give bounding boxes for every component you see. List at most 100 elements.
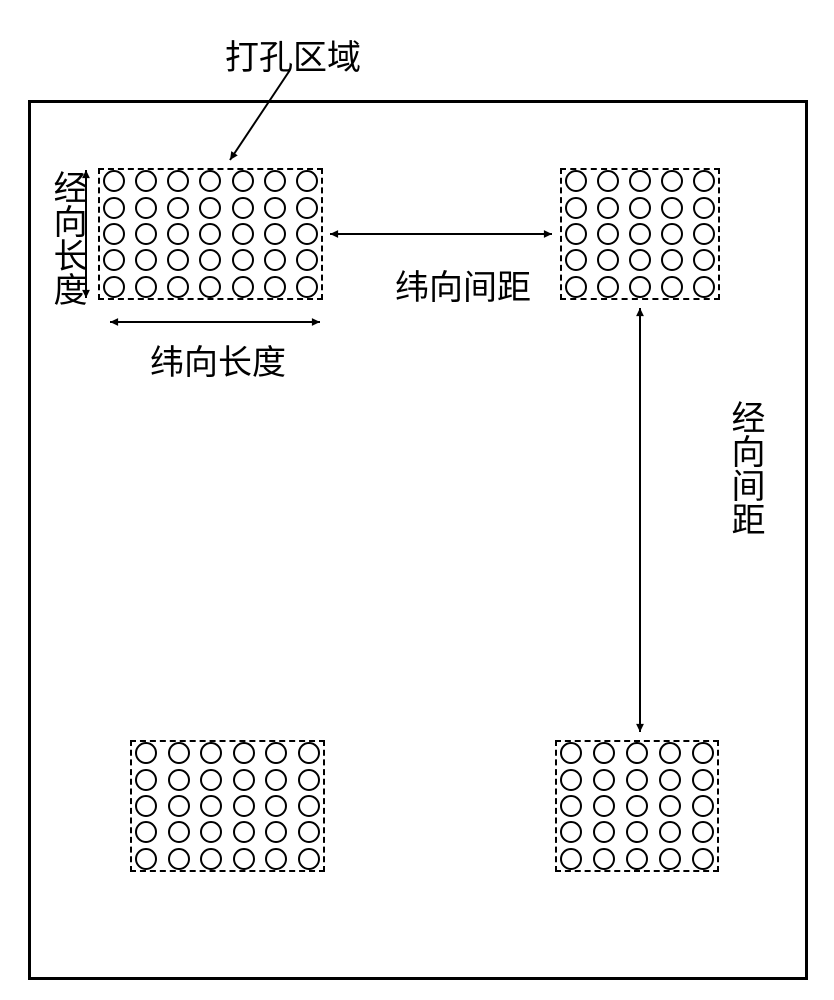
- hole-icon: [232, 197, 254, 219]
- perforation-zone: [560, 168, 720, 300]
- hole-icon: [659, 769, 681, 791]
- diagram-canvas: 打孔区域 经向长度 纬向长度 纬向间距 经向间距: [0, 0, 834, 1000]
- hole-icon: [199, 170, 221, 192]
- hole-icon: [560, 742, 582, 764]
- hole-icon: [593, 742, 615, 764]
- hole-icon: [296, 197, 318, 219]
- hole-icon: [232, 223, 254, 245]
- hole-icon: [135, 742, 157, 764]
- hole-icon: [659, 821, 681, 843]
- hole-icon: [135, 276, 157, 298]
- hole-icon: [626, 742, 648, 764]
- hole-icon: [298, 795, 320, 817]
- hole-icon: [692, 742, 714, 764]
- hole-icon: [661, 276, 683, 298]
- hole-icon: [629, 197, 651, 219]
- perforation-zone: [130, 740, 325, 872]
- hole-icon: [565, 197, 587, 219]
- hole-icon: [168, 742, 190, 764]
- hole-icon: [199, 223, 221, 245]
- hole-icon: [597, 170, 619, 192]
- hole-icon: [265, 848, 287, 870]
- hole-icon: [626, 795, 648, 817]
- hole-icon: [168, 769, 190, 791]
- hole-grid: [555, 740, 719, 872]
- hole-icon: [692, 821, 714, 843]
- weft-length-label: 纬向长度: [150, 335, 286, 384]
- hole-icon: [597, 197, 619, 219]
- hole-icon: [167, 276, 189, 298]
- hole-icon: [200, 821, 222, 843]
- hole-icon: [233, 821, 255, 843]
- hole-icon: [629, 170, 651, 192]
- hole-icon: [298, 742, 320, 764]
- hole-icon: [167, 249, 189, 271]
- hole-icon: [626, 848, 648, 870]
- hole-grid: [560, 168, 720, 300]
- hole-icon: [296, 170, 318, 192]
- hole-icon: [135, 197, 157, 219]
- hole-icon: [597, 223, 619, 245]
- hole-icon: [103, 276, 125, 298]
- hole-grid: [130, 740, 325, 872]
- hole-icon: [264, 223, 286, 245]
- hole-icon: [200, 742, 222, 764]
- hole-icon: [265, 742, 287, 764]
- hole-icon: [659, 848, 681, 870]
- hole-icon: [693, 223, 715, 245]
- title-label: 打孔区域: [225, 30, 361, 79]
- hole-icon: [167, 223, 189, 245]
- hole-icon: [629, 249, 651, 271]
- hole-icon: [661, 223, 683, 245]
- hole-icon: [626, 821, 648, 843]
- hole-icon: [659, 795, 681, 817]
- hole-icon: [626, 769, 648, 791]
- hole-icon: [593, 769, 615, 791]
- hole-icon: [560, 821, 582, 843]
- hole-icon: [692, 848, 714, 870]
- hole-icon: [565, 249, 587, 271]
- hole-icon: [560, 769, 582, 791]
- hole-icon: [135, 249, 157, 271]
- hole-icon: [103, 223, 125, 245]
- hole-icon: [693, 170, 715, 192]
- warp-length-label: 经向长度: [42, 170, 91, 306]
- hole-icon: [298, 769, 320, 791]
- hole-icon: [661, 197, 683, 219]
- hole-icon: [135, 170, 157, 192]
- hole-icon: [693, 197, 715, 219]
- hole-icon: [629, 276, 651, 298]
- hole-icon: [298, 848, 320, 870]
- hole-grid: [98, 168, 323, 300]
- hole-icon: [135, 795, 157, 817]
- hole-icon: [264, 197, 286, 219]
- hole-icon: [265, 795, 287, 817]
- hole-icon: [233, 848, 255, 870]
- perforation-zone: [555, 740, 719, 872]
- hole-icon: [135, 769, 157, 791]
- hole-icon: [232, 170, 254, 192]
- hole-icon: [296, 223, 318, 245]
- hole-icon: [565, 223, 587, 245]
- hole-icon: [135, 821, 157, 843]
- hole-icon: [693, 249, 715, 271]
- hole-icon: [593, 795, 615, 817]
- hole-icon: [265, 821, 287, 843]
- hole-icon: [593, 848, 615, 870]
- hole-icon: [692, 795, 714, 817]
- hole-icon: [103, 249, 125, 271]
- hole-icon: [167, 197, 189, 219]
- hole-icon: [593, 821, 615, 843]
- hole-icon: [135, 848, 157, 870]
- hole-icon: [298, 821, 320, 843]
- hole-icon: [232, 249, 254, 271]
- hole-icon: [168, 848, 190, 870]
- hole-icon: [560, 795, 582, 817]
- hole-icon: [199, 249, 221, 271]
- hole-icon: [168, 821, 190, 843]
- hole-icon: [103, 197, 125, 219]
- warp-spacing-label: 经向间距: [720, 400, 769, 536]
- hole-icon: [264, 170, 286, 192]
- hole-icon: [565, 170, 587, 192]
- weft-spacing-label: 纬向间距: [395, 260, 531, 309]
